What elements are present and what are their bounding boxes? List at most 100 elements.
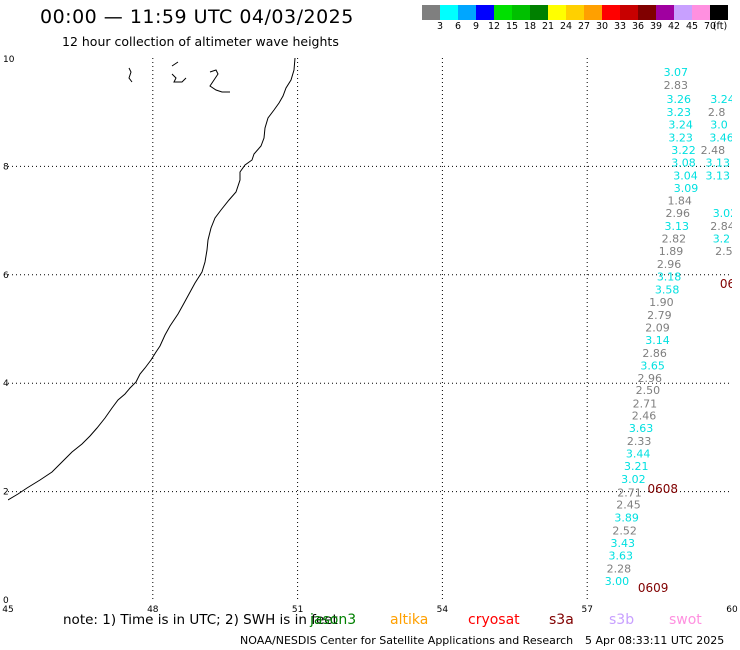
wave-height-value: 3.89 <box>614 512 639 525</box>
units-note: note: 1) Time is in UTC; 2) SWH is in fe… <box>63 612 338 628</box>
satellite-legend-s3a: s3a <box>549 612 574 628</box>
wave-height-value: 2.96 <box>638 372 663 385</box>
satellite-legend-cryosat: cryosat <box>468 612 520 628</box>
color-swatch <box>458 5 476 20</box>
coastline-path <box>8 58 296 501</box>
wave-height-value: 3.23 <box>666 106 691 119</box>
color-swatch <box>476 5 494 20</box>
wave-height-value: 3.0 <box>710 119 728 132</box>
color-scale-label: 21 <box>541 21 555 32</box>
pass-time-label: 0608 <box>648 482 679 496</box>
color-scale-label: 45 <box>685 21 699 32</box>
wave-height-value: 3.46 <box>709 132 734 145</box>
pass-time-label: 060 <box>720 277 740 291</box>
wave-height-value: 2.84 <box>710 220 735 233</box>
satellite-legend-altika: altika <box>390 612 429 628</box>
color-swatch <box>638 5 656 20</box>
wave-height-value: 3.26 <box>666 93 691 106</box>
latitude-tick-label: 8 <box>3 162 9 172</box>
wave-height-value: 3.63 <box>629 422 654 435</box>
wave-height-value: 2.71 <box>633 397 658 410</box>
color-swatch <box>692 5 710 20</box>
color-scale-label: 70 <box>703 21 717 32</box>
latitude-tick-label: 6 <box>3 271 9 281</box>
wave-height-value: 2.45 <box>616 499 641 512</box>
wave-height-value: 3.02 <box>713 207 738 220</box>
color-scale-label: 30 <box>595 21 609 32</box>
wave-height-value: 2.52 <box>612 525 637 538</box>
color-swatch <box>494 5 512 20</box>
credit-line: NOAA/NESDIS Center for Satellite Applica… <box>240 634 574 647</box>
color-swatch <box>602 5 620 20</box>
color-swatch <box>530 5 548 20</box>
map-subtitle: 12 hour collection of altimeter wave hei… <box>62 34 339 49</box>
longitude-tick-label: 51 <box>292 605 303 615</box>
color-scale-label: 9 <box>472 21 480 32</box>
wave-height-value: 3.13 <box>705 157 730 170</box>
latitude-tick-label: 0 <box>3 596 9 606</box>
pass-time-label: 0609 <box>638 581 669 595</box>
wave-height-value: 1.90 <box>649 296 674 309</box>
wave-height-value: 3.13 <box>705 170 730 183</box>
altimeter-tracks: 3.072.833.263.233.243.233.223.083.043.09… <box>605 66 740 595</box>
wave-height-value: 3.24 <box>710 93 735 106</box>
wave-height-value: 2.96 <box>657 258 682 271</box>
color-scale-label: (ft) <box>712 21 728 32</box>
satellite-legend-swot: swot <box>669 612 702 628</box>
wave-height-value: 3.44 <box>626 448 651 461</box>
lat-lon-grid <box>8 58 732 600</box>
latitude-tick-label: 4 <box>3 379 9 389</box>
wave-height-value: 3.21 <box>624 460 649 473</box>
wave-height-value: 3.02 <box>621 473 646 486</box>
longitude-tick-label: 60 <box>726 605 738 615</box>
wave-height-value: 3.13 <box>665 220 690 233</box>
color-swatch <box>710 5 728 20</box>
color-scale-label: 33 <box>613 21 627 32</box>
wave-height-value: 3.58 <box>655 283 680 296</box>
color-swatch <box>674 5 692 20</box>
island-3 <box>209 69 230 93</box>
color-scale-label: 27 <box>577 21 591 32</box>
wave-height-value: 3.00 <box>605 575 630 588</box>
wave-height-value: 3.09 <box>674 182 699 195</box>
satellite-legend-s3b: s3b <box>609 612 635 628</box>
color-scale-label: 6 <box>454 21 462 32</box>
wave-height-value: 2.46 <box>632 410 657 423</box>
color-scale-label: 39 <box>649 21 663 32</box>
color-swatch <box>512 5 530 20</box>
color-scale-label: 12 <box>487 21 501 32</box>
longitude-tick-label: 45 <box>2 605 13 615</box>
color-swatch <box>440 5 458 20</box>
map-title: 00:00 — 11:59 UTC 04/03/2025 <box>40 6 354 28</box>
wave-height-value: 3.2 <box>713 232 731 245</box>
wave-height-value: 3.08 <box>671 157 696 170</box>
wave-height-value: 2.5 <box>715 245 733 258</box>
wave-height-value: 3.07 <box>664 66 689 79</box>
color-swatch <box>422 5 440 20</box>
wave-height-value: 2.33 <box>627 435 652 448</box>
wave-height-value: 1.84 <box>667 195 692 208</box>
wave-height-value: 1.89 <box>659 245 684 258</box>
wave-height-value: 2.71 <box>617 487 642 500</box>
latitude-labels: 10 8 6 4 2 0 <box>3 55 15 606</box>
coastline <box>8 58 296 501</box>
color-scale-label: 24 <box>559 21 573 32</box>
latitude-tick-label: 2 <box>3 488 9 498</box>
wave-height-value: 2.96 <box>666 207 691 220</box>
wave-height-value: 3.65 <box>640 359 665 372</box>
wave-height-value: 2.79 <box>647 309 672 322</box>
color-swatch <box>566 5 584 20</box>
wave-height-value: 3.22 <box>671 144 696 157</box>
island-2 <box>171 61 187 83</box>
wave-height-value: 3.14 <box>645 334 670 347</box>
color-scale-label: 36 <box>631 21 645 32</box>
wave-height-value: 2.83 <box>664 79 689 92</box>
color-swatch <box>620 5 638 20</box>
color-swatch <box>656 5 674 20</box>
longitude-tick-label: 54 <box>437 605 449 615</box>
color-swatch <box>548 5 566 20</box>
wave-height-value: 3.04 <box>673 170 698 183</box>
wave-height-value: 3.43 <box>610 537 635 550</box>
color-swatch <box>584 5 602 20</box>
